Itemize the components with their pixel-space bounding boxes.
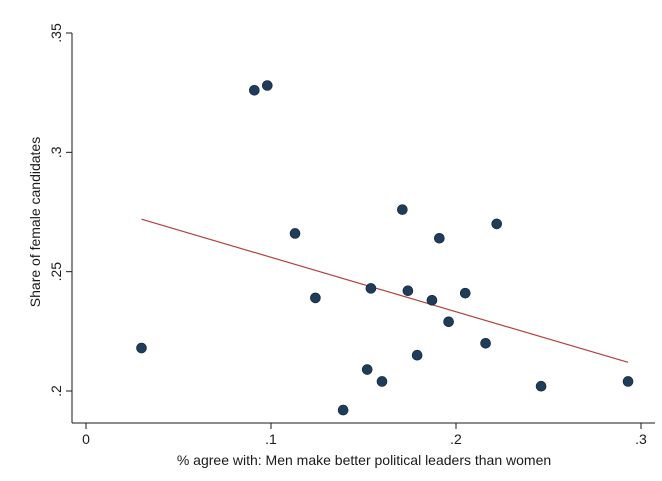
x-axis-title: % agree with: Men make better political …	[177, 452, 551, 468]
x-tick-label: .2	[450, 431, 462, 447]
data-point	[365, 283, 377, 294]
data-point	[310, 292, 321, 304]
data-point	[376, 376, 388, 387]
y-axis-title: Share of female candidates	[27, 137, 43, 307]
data-point	[491, 218, 503, 230]
scatter-points	[136, 80, 634, 416]
y-axis-ticks: .2 .25 .3 .35	[48, 23, 72, 397]
data-point	[426, 295, 438, 306]
data-point	[261, 80, 273, 91]
data-point	[402, 285, 414, 297]
x-tick-label: .3	[635, 431, 647, 447]
x-axis-ticks: 0 .1 .2 .3	[82, 423, 647, 447]
x-tick-label: .1	[265, 431, 277, 447]
y-tick-label: .25	[48, 262, 64, 282]
data-point	[459, 287, 471, 299]
data-point	[434, 232, 445, 244]
data-point	[480, 337, 491, 349]
fit-line-layer	[141, 218, 629, 363]
y-tick-label: .35	[48, 23, 64, 43]
y-tick-label: .2	[48, 385, 64, 397]
data-point	[361, 364, 373, 375]
data-point	[443, 316, 454, 328]
data-point	[411, 349, 423, 361]
data-point	[622, 376, 634, 387]
y-tick-label: .3	[48, 146, 64, 158]
data-point	[249, 84, 260, 96]
x-tick-label: 0	[82, 431, 90, 447]
fitted-line	[141, 218, 629, 363]
data-point	[535, 380, 547, 392]
data-point	[289, 228, 301, 239]
data-point	[337, 404, 349, 416]
data-point	[136, 342, 147, 354]
data-point	[397, 204, 408, 215]
